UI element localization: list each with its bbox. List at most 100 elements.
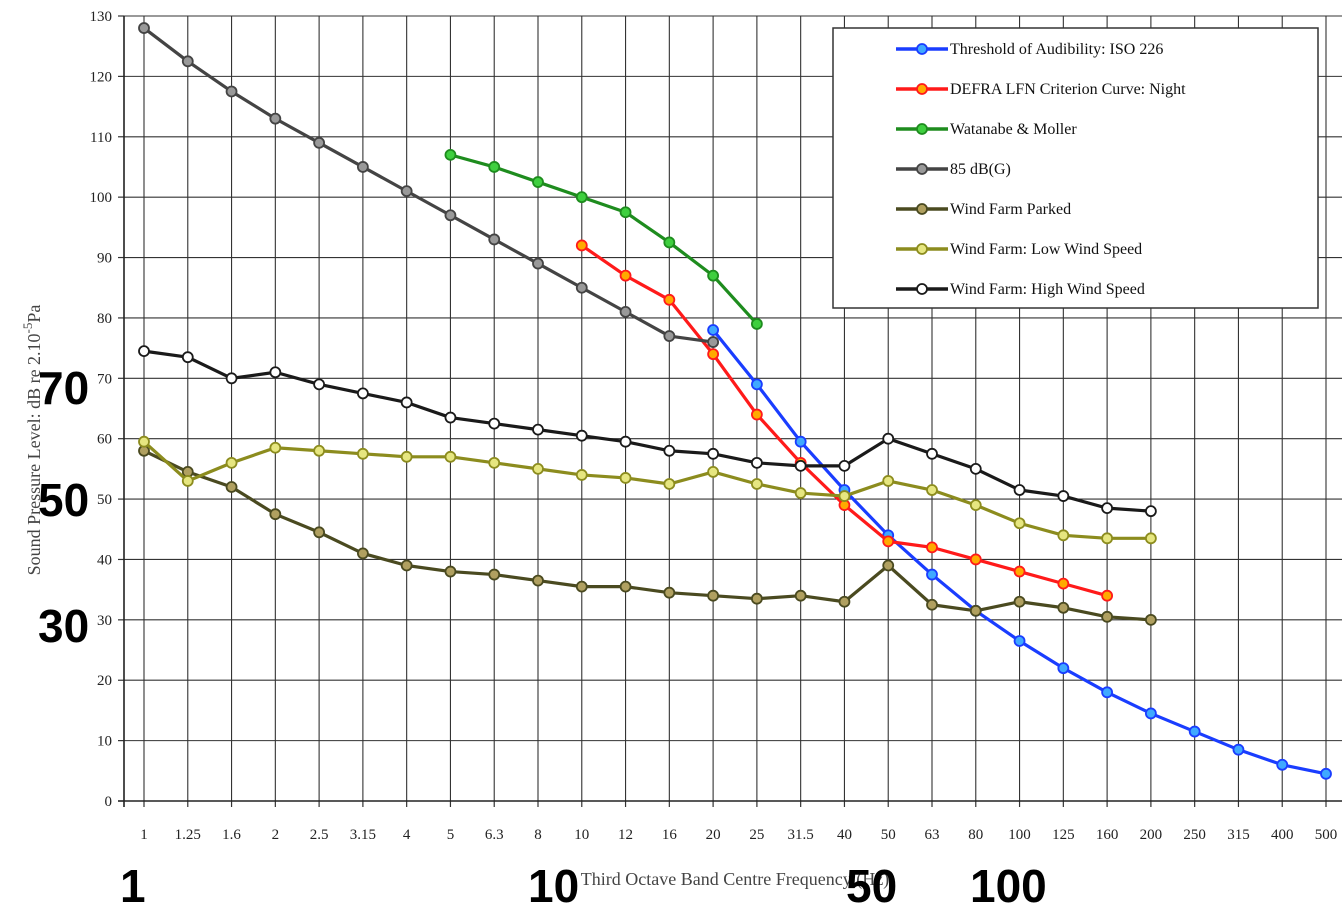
- data-point: [619, 580, 632, 593]
- data-point: [750, 478, 763, 490]
- data-point: [1057, 490, 1070, 502]
- data-point: [750, 592, 763, 605]
- overlay-label-50-bottom: 50: [846, 860, 897, 912]
- x-tick-label: 100: [1008, 827, 1031, 843]
- data-point: [707, 348, 720, 361]
- series-wind-farm-high-wind-speed: [138, 345, 1157, 518]
- y-tick-label: 100: [90, 190, 113, 206]
- data-point: [532, 176, 544, 188]
- data-point: [750, 456, 763, 469]
- data-point: [313, 378, 326, 391]
- data-point: [444, 565, 457, 578]
- data-point: [1144, 505, 1157, 518]
- data-point: [969, 553, 982, 566]
- data-point: [619, 435, 632, 448]
- data-point: [926, 484, 938, 496]
- data-point: [707, 466, 720, 478]
- data-point: [619, 206, 632, 219]
- legend-swatch-marker: [916, 43, 928, 55]
- x-tick-label: 1.6: [222, 827, 241, 843]
- data-point: [575, 281, 588, 294]
- data-point: [838, 459, 851, 472]
- legend-entry: DEFRA LFN Criterion Curve: Night: [896, 81, 1186, 98]
- legend-entry: 85 dB(G): [896, 161, 1011, 178]
- data-point: [181, 475, 194, 487]
- data-point: [532, 574, 544, 587]
- y-axis-title: Sound Pressure Level: dB re 2.10-5Pa: [20, 305, 44, 576]
- data-point: [707, 336, 720, 348]
- data-point: [356, 161, 369, 173]
- overlay-label-10: 10: [528, 860, 579, 912]
- legend-swatch-marker: [916, 163, 928, 175]
- overlay-label-70: 70: [38, 362, 89, 414]
- data-point: [838, 595, 851, 608]
- data-point: [794, 459, 807, 472]
- x-tick-label: 400: [1271, 827, 1294, 843]
- series: [138, 22, 1332, 780]
- legend-label: Wind Farm Parked: [950, 201, 1071, 218]
- data-point: [1101, 589, 1114, 602]
- y-tick-label: 110: [90, 130, 112, 146]
- legend-label: Watanabe & Moller: [950, 121, 1077, 138]
- data-point: [663, 293, 676, 306]
- overlay-label-50-left: 50: [38, 474, 89, 526]
- data-point: [1320, 767, 1332, 780]
- legend-swatch-marker: [916, 123, 928, 135]
- x-tick-label: 80: [968, 827, 983, 843]
- x-tick-label: 250: [1183, 827, 1206, 843]
- y-tick-label: 80: [97, 311, 112, 327]
- x-tick-label: 6.3: [485, 827, 504, 843]
- data-point: [269, 112, 282, 125]
- series-wind-farm-low-wind-speed: [138, 435, 1157, 545]
- data-point: [138, 22, 150, 34]
- y-tick-label: 10: [97, 734, 112, 750]
- data-point: [444, 148, 457, 161]
- data-point: [532, 462, 544, 475]
- data-point: [1144, 613, 1157, 626]
- series-wind-farm-parked: [138, 444, 1157, 626]
- legend-label: 85 dB(G): [950, 161, 1011, 178]
- data-point: [750, 408, 763, 421]
- data-point: [575, 580, 588, 593]
- overlay-label-30: 30: [38, 600, 89, 652]
- data-point: [225, 456, 238, 469]
- y-tick-label: 70: [97, 371, 112, 387]
- x-tick-label: 12: [618, 827, 633, 843]
- data-point: [619, 305, 632, 318]
- series-threshold-of-audibility-iso-226: [707, 324, 1332, 780]
- legend-label: Threshold of Audibility: ISO 226: [950, 41, 1163, 58]
- data-point: [707, 324, 720, 336]
- data-point: [1188, 725, 1201, 738]
- data-point: [926, 541, 938, 554]
- data-point: [619, 472, 632, 484]
- data-point: [1057, 662, 1070, 675]
- x-tick-label: 10: [574, 827, 589, 843]
- data-point: [1144, 532, 1157, 545]
- legend-label: DEFRA LFN Criterion Curve: Night: [950, 81, 1186, 98]
- x-tick-label: 1: [140, 827, 148, 843]
- x-axis-title: Third Octave Band Centre Frequency (Hz): [581, 869, 889, 890]
- data-point: [313, 444, 326, 457]
- series-defra-lfn-criterion-curve-night: [575, 239, 1114, 602]
- y-tick-label: 50: [97, 492, 112, 508]
- data-point: [663, 236, 676, 249]
- data-point: [575, 469, 588, 481]
- x-tick-label: 40: [837, 827, 852, 843]
- x-tick-labels: 1 1.25 1.6 2 2.5 3.15 4 5 6.3 8 10 12 16 20 25 31.5 40 50…: [140, 827, 1337, 843]
- data-point: [750, 378, 763, 391]
- data-point: [882, 432, 895, 445]
- x-tick-label: 2.5: [310, 827, 329, 843]
- legend: Threshold of Audibility: ISO 226 DEFRA LF…: [832, 27, 1319, 309]
- data-point: [488, 456, 501, 469]
- legend-swatch-marker: [916, 243, 928, 255]
- data-point: [926, 447, 938, 460]
- data-point: [707, 589, 720, 602]
- legend-entry: Threshold of Audibility: ISO 226: [896, 41, 1163, 58]
- y-tick-labels: 0 10 20 30 40 50 60 70 80 90 100 110 120 130: [90, 9, 113, 810]
- x-tick-label: 5: [447, 827, 455, 843]
- data-point: [926, 568, 938, 581]
- data-point: [138, 345, 150, 358]
- data-point: [225, 85, 238, 98]
- y-tick-label: 40: [97, 552, 112, 568]
